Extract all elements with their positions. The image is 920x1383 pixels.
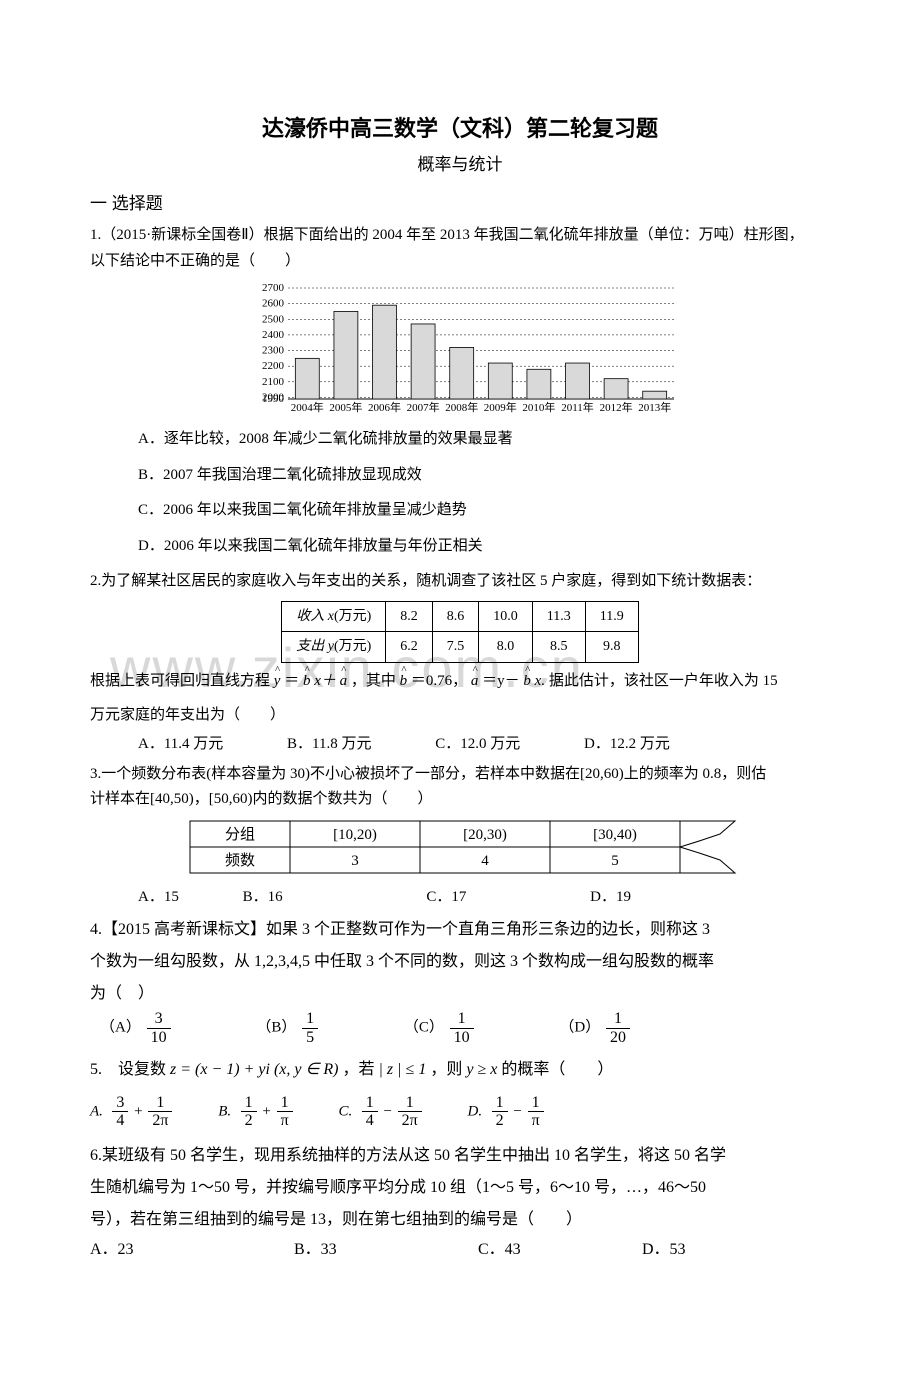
q2-table: 收入 x(万元) 8.2 8.6 10.0 11.3 11.9 支出 y(万元)…	[281, 601, 639, 664]
svg-text:2004年: 2004年	[291, 400, 324, 414]
q2-x-4: 11.9	[585, 601, 638, 632]
question-5: 5. 设复数 z = (x − 1) + yi (x, y ∈ R) ，若 | …	[90, 1056, 830, 1083]
q6-opt-c: C．43	[478, 1236, 638, 1263]
q6-prompt-line1: 6.某班级有 50 名学生，现用系统抽样的方法从这 50 名学生中抽出 10 名…	[90, 1140, 830, 1172]
svg-text:2007年: 2007年	[407, 400, 440, 414]
q6-prompt-line3: 号），若在第三组抽到的编号是 13，则在第七组抽到的编号是（ ）	[90, 1204, 830, 1236]
q2-body-line2: 万元家庭的年支出为（ ）	[90, 703, 830, 729]
q2-opt-d: D．12.2 万元	[584, 732, 670, 758]
doc-title: 达濠侨中高三数学（文科）第二轮复习题	[90, 110, 830, 147]
q2-row1-label: 收入 x(万元)	[282, 601, 386, 632]
q1-prompt-line1: 1.（2015·新课标全国卷Ⅱ）根据下面给出的 2004 年至 2013 年我国…	[90, 223, 830, 249]
question-3: 3.一个频数分布表(样本容量为 30)不小心被损坏了一部分，若样本中数据在[20…	[90, 762, 830, 813]
q4-prompt-line1: 4.【2015 高考新课标文】如果 3 个正整数可作为一个直角三角形三条边的边长…	[90, 914, 830, 946]
svg-text:2600: 2600	[262, 298, 285, 310]
q4-opt-a: （A） 310	[100, 1010, 173, 1046]
svg-text:2000: 2000	[262, 392, 285, 404]
q3-opt-a: A．15	[138, 885, 179, 911]
q3-options: A．15 B．16 C．17 D．19	[90, 885, 830, 911]
svg-text:2012年: 2012年	[600, 400, 633, 414]
q2-opt-a: A．11.4 万元	[138, 732, 223, 758]
bar-chart-svg: 1990200021002200230024002500260027002004…	[240, 282, 680, 417]
svg-text:2100: 2100	[262, 376, 285, 388]
q6-prompt-line2: 生随机编号为 1～50 号，并按编号顺序平均分成 10 组（1～5 号，6～10…	[90, 1172, 830, 1204]
q4-opt-b: （B） 15	[256, 1010, 320, 1046]
q2-x-3: 11.3	[532, 601, 585, 632]
q1-opt-b: B．2007 年我国治理二氧化硫排放显现成效	[138, 463, 830, 489]
svg-text:2500: 2500	[262, 313, 285, 325]
svg-text:2011年: 2011年	[561, 400, 594, 414]
q2-options: A．11.4 万元 B．11.8 万元 C．12.0 万元 D．12.2 万元	[90, 732, 830, 758]
svg-text:2013年: 2013年	[638, 400, 671, 414]
q2-opt-b: B．11.8 万元	[287, 732, 371, 758]
svg-text:2006年: 2006年	[368, 400, 401, 414]
svg-text:2300: 2300	[262, 345, 285, 357]
q1-opt-a: A．逐年比较，2008 年减少二氧化硫排放量的效果最显著	[138, 427, 830, 453]
svg-text:2200: 2200	[262, 360, 285, 372]
svg-text:2009年: 2009年	[484, 400, 517, 414]
q3-damaged-table: 分组 [10,20) [20,30) [30,40) 频数 3 4 5	[180, 819, 740, 879]
q5-opt-d: D. 12 − 1π	[468, 1094, 546, 1130]
q1-bar-chart: 1990200021002200230024002500260027002004…	[90, 282, 830, 417]
q2-x-1: 8.6	[432, 601, 479, 632]
q4-opt-c: （C） 110	[404, 1010, 476, 1046]
q1-prompt-line2: 以下结论中不正确的是（ ）	[90, 249, 830, 275]
q5-opt-a: A. 34 + 12π	[90, 1094, 174, 1130]
q2-y-0: 6.2	[386, 632, 433, 663]
q4-options: （A） 310 （B） 15 （C） 110 （D） 120	[90, 1010, 830, 1046]
question-4: 4.【2015 高考新课标文】如果 3 个正整数可作为一个直角三角形三条边的边长…	[90, 914, 830, 1010]
svg-text:[10,20): [10,20)	[333, 827, 377, 843]
q3-opt-b: B．16	[243, 885, 283, 911]
q2-x-2: 10.0	[479, 601, 533, 632]
q6-opt-d: D．53	[642, 1236, 686, 1263]
svg-text:4: 4	[481, 853, 489, 869]
svg-text:[30,40): [30,40)	[593, 827, 637, 843]
svg-text:2008年: 2008年	[445, 400, 478, 414]
svg-text:2005年: 2005年	[329, 400, 362, 414]
q2-y-1: 7.5	[432, 632, 479, 663]
q1-options: A．逐年比较，2008 年减少二氧化硫排放量的效果最显著 B．2007 年我国治…	[90, 427, 830, 559]
doc-subtitle: 概率与统计	[90, 151, 830, 180]
q3-opt-c: C．17	[426, 885, 466, 911]
q2-y-2: 8.0	[479, 632, 533, 663]
svg-text:2400: 2400	[262, 329, 285, 341]
q2-opt-c: C．12.0 万元	[435, 732, 520, 758]
q2-body-line1: 根据上表可得回归直线方程 ^y ＝ ^b x＋ ^a ，其中 ^b ＝0.76，…	[90, 669, 830, 695]
svg-text:分组: 分组	[225, 826, 255, 843]
svg-text:[20,30): [20,30)	[463, 827, 507, 843]
q4-prompt-line2: 个数为一组勾股数，从 1,2,3,4,5 中任取 3 个不同的数，则这 3 个数…	[90, 946, 830, 978]
q6-options: A．23 B．33 C．43 D．53	[90, 1236, 830, 1263]
q2-y-4: 9.8	[585, 632, 638, 663]
q2-row2-label: 支出 y(万元)	[282, 632, 386, 663]
q6-opt-b: B．33	[294, 1236, 474, 1263]
q2-x-0: 8.2	[386, 601, 433, 632]
q5-options: A. 34 + 12π B. 12 + 1π C. 14 − 12π D. 12…	[90, 1094, 830, 1130]
question-1: 1.（2015·新课标全国卷Ⅱ）根据下面给出的 2004 年至 2013 年我国…	[90, 223, 830, 274]
section-heading: 一 选择题	[90, 190, 830, 219]
q5-opt-c: C. 14 − 12π	[338, 1094, 423, 1130]
table-row: 收入 x(万元) 8.2 8.6 10.0 11.3 11.9	[282, 601, 639, 632]
svg-text:3: 3	[351, 853, 359, 869]
svg-text:2700: 2700	[262, 282, 285, 294]
q3-prompt-line1: 3.一个频数分布表(样本容量为 30)不小心被损坏了一部分，若样本中数据在[20…	[90, 762, 830, 788]
q1-opt-d: D．2006 年以来我国二氧化硫年排放量与年份正相关	[138, 534, 830, 560]
q1-opt-c: C．2006 年以来我国二氧化硫年排放量呈减少趋势	[138, 498, 830, 524]
q3-prompt-line2: 计样本在[40,50)，[50,60)内的数据个数共为（ ）	[90, 787, 830, 813]
question-2: 2.为了解某社区居民的家庭收入与年支出的关系，随机调查了该社区 5 户家庭，得到…	[90, 569, 830, 595]
q4-opt-d: （D） 120	[559, 1010, 632, 1046]
svg-text:5: 5	[611, 853, 619, 869]
question-6: 6.某班级有 50 名学生，现用系统抽样的方法从这 50 名学生中抽出 10 名…	[90, 1140, 830, 1236]
q6-opt-a: A．23	[90, 1236, 290, 1263]
q4-prompt-line3: 为（ ）	[90, 978, 830, 1010]
q2-y-3: 8.5	[532, 632, 585, 663]
q3-opt-d: D．19	[590, 885, 631, 911]
table-row: 支出 y(万元) 6.2 7.5 8.0 8.5 9.8	[282, 632, 639, 663]
svg-text:2010年: 2010年	[522, 400, 555, 414]
q5-opt-b: B. 12 + 1π	[218, 1094, 294, 1130]
svg-text:频数: 频数	[225, 852, 255, 869]
